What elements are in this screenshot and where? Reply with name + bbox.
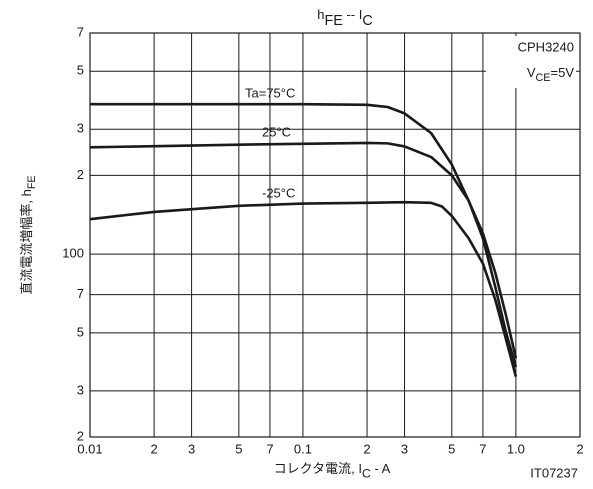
y-tick-label: 3 bbox=[77, 121, 84, 136]
text-part: V bbox=[527, 65, 536, 80]
text-part: 直流電流増幅率, h bbox=[19, 189, 34, 294]
y-tick-label: 2 bbox=[77, 428, 84, 443]
text-part: FE bbox=[324, 13, 342, 29]
plot-frame bbox=[89, 32, 581, 438]
series-label: -25°C bbox=[262, 185, 295, 200]
line-series bbox=[89, 200, 518, 378]
x-tick-label: 3 bbox=[401, 441, 408, 456]
text-part: C bbox=[362, 13, 372, 29]
x-tick-label: 0.1 bbox=[294, 441, 312, 456]
x-tick-label: 2 bbox=[576, 441, 583, 456]
series-label: 25°C bbox=[262, 124, 291, 139]
text-part: コレクタ電流, I bbox=[274, 461, 362, 476]
x-tick-label: 1.0 bbox=[507, 441, 525, 456]
x-axis-label: コレクタ電流, IC - A bbox=[274, 461, 391, 480]
chart-title: hFE -- IC bbox=[317, 7, 373, 28]
figure-code: IT07237 bbox=[530, 465, 578, 480]
annotation: VCE=5V bbox=[527, 65, 574, 83]
y-tick-label: 100 bbox=[62, 246, 84, 261]
text-part: h bbox=[317, 7, 324, 22]
x-tick-label: 7 bbox=[266, 441, 273, 456]
x-tick-label: 2 bbox=[363, 441, 370, 456]
line-series bbox=[89, 141, 518, 359]
text-part: C bbox=[362, 466, 371, 480]
text-part: CE bbox=[536, 72, 551, 84]
text-part: FE bbox=[26, 175, 38, 189]
text-part: -- I bbox=[343, 7, 363, 22]
x-tick-label: 7 bbox=[479, 441, 486, 456]
y-tick-label: 5 bbox=[77, 63, 84, 78]
y-tick-label: 7 bbox=[77, 24, 84, 39]
x-tick-label: 2 bbox=[150, 441, 157, 456]
text-part: - A bbox=[371, 461, 391, 476]
x-tick-label: 0.01 bbox=[77, 441, 102, 456]
line-series bbox=[90, 102, 518, 368]
y-tick-label: 5 bbox=[77, 324, 84, 339]
y-tick-label: 7 bbox=[77, 286, 84, 301]
text-part: =5V bbox=[551, 65, 575, 80]
x-tick-label: 3 bbox=[188, 441, 195, 456]
y-axis-label: 直流電流増幅率, hFE bbox=[19, 175, 37, 294]
series-label: Ta=75°C bbox=[245, 85, 295, 100]
annotation-bg bbox=[486, 36, 576, 88]
y-tick-label: 3 bbox=[77, 382, 84, 397]
y-tick-label: 2 bbox=[77, 167, 84, 182]
annotation: CPH3240 bbox=[518, 39, 574, 54]
x-tick-label: 5 bbox=[235, 441, 242, 456]
x-tick-label: 5 bbox=[448, 441, 455, 456]
